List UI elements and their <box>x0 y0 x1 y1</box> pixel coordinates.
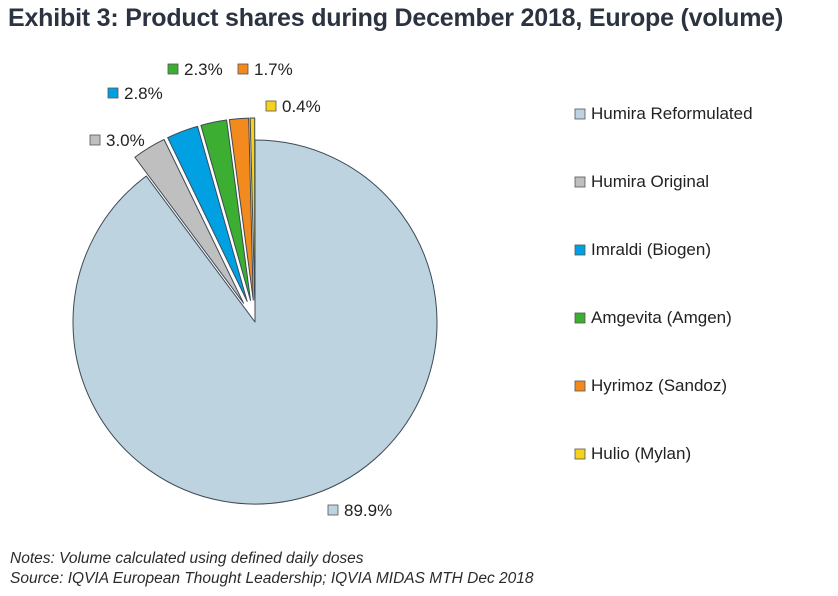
source-text: Source: IQVIA European Thought Leadershi… <box>10 570 534 587</box>
legend-label-humira-reformulated: Humira Reformulated <box>591 104 753 123</box>
legend-label-humira-original: Humira Original <box>591 172 709 191</box>
legend-label-imraldi-biogen: Imraldi (Biogen) <box>591 240 711 259</box>
data-label-amgevita-amgen: 2.3% <box>184 60 223 79</box>
legend-key-humira-original <box>574 176 586 188</box>
data-label-hyrimoz-sandoz: 1.7% <box>254 60 293 79</box>
legend-key-hyrimoz-sandoz <box>574 380 586 392</box>
data-label-humira-original: 3.0% <box>106 131 145 150</box>
chart-legend: Humira Reformulated Humira Original Imrald… <box>574 104 753 463</box>
chart-title: Exhibit 3: Product shares during Decembe… <box>8 4 784 32</box>
pie-slices <box>72 117 438 505</box>
legend-label-hulio-mylan: Hulio (Mylan) <box>591 444 691 463</box>
data-label-key-imraldi-biogen <box>107 87 119 99</box>
pie-slice-amgevita-amgen <box>200 119 252 301</box>
data-label-key-humira-reformulated <box>327 504 339 516</box>
legend-label-hyrimoz-sandoz: Hyrimoz (Sandoz) <box>591 376 727 395</box>
data-label-key-hyrimoz-sandoz <box>237 63 249 75</box>
notes-text: Notes: Volume calculated using defined d… <box>10 550 364 567</box>
pie-slice-hyrimoz-sandoz <box>228 117 254 301</box>
data-label-humira-reformulated: 89.9% <box>344 501 392 520</box>
data-label-hulio-mylan: 0.4% <box>282 97 321 116</box>
legend-key-amgevita-amgen <box>574 312 586 324</box>
legend-key-imraldi-biogen <box>574 244 586 256</box>
legend-key-hulio-mylan <box>574 448 586 460</box>
legend-label-amgevita-amgen: Amgevita (Amgen) <box>591 308 732 327</box>
pie-slice-imraldi-biogen <box>167 125 248 302</box>
chart-notes: Notes: Volume calculated using defined d… <box>10 549 534 589</box>
data-label-key-humira-original <box>89 134 101 146</box>
legend-key-humira-reformulated <box>574 108 586 120</box>
pie-slice-humira-reformulated <box>72 139 438 505</box>
data-label-imraldi-biogen: 2.8% <box>124 84 163 103</box>
pie-data-labels: 89.9% 3.0% 2.8% 2.3% 1.7% 0.4% <box>89 60 392 520</box>
pie-slice-hulio-mylan <box>249 117 256 301</box>
data-label-key-amgevita-amgen <box>167 63 179 75</box>
data-label-key-hulio-mylan <box>265 100 277 112</box>
pie-slice-humira-original <box>134 138 245 304</box>
